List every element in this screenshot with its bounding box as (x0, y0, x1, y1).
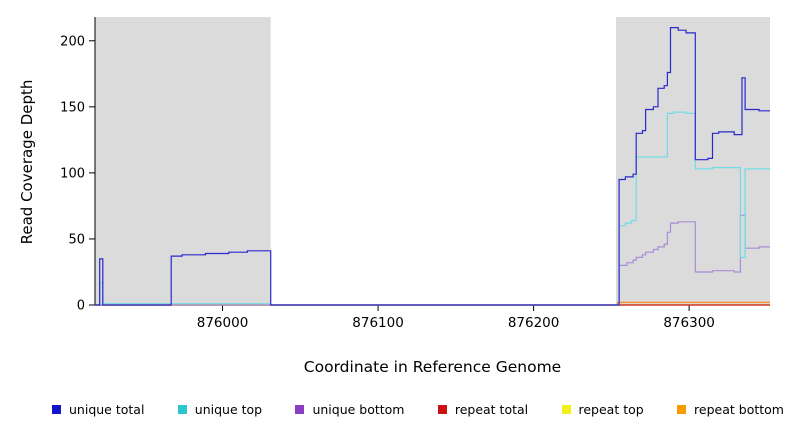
legend-item-unique-total: unique total (52, 402, 144, 417)
legend-item-unique-bottom: unique bottom (295, 401, 405, 417)
y-axis-label: Read Coverage Depth (18, 79, 36, 245)
legend-label-unique-total: unique total (69, 401, 145, 417)
series-line-unique-bottom (95, 214, 770, 306)
legend-label-repeat-top: repeat top (578, 401, 644, 417)
y-tick-label: 150 (60, 100, 85, 115)
x-tick-label: 876200 (508, 315, 560, 331)
series-line-unique-top (95, 111, 770, 306)
legend-swatch-repeat-top (561, 404, 571, 414)
legend-swatch-unique-bottom (295, 404, 305, 414)
series-line-unique-total (95, 27, 770, 306)
shaded-region (95, 17, 271, 305)
legend-label-repeat-total: repeat total (454, 401, 529, 417)
legend: unique total unique top unique bottom repea… (52, 398, 784, 420)
y-tick-label: 0 (77, 299, 85, 314)
x-axis-label: Coordinate in Reference Genome (303, 358, 562, 376)
y-tick-label: 200 (60, 34, 85, 49)
plot-svg: 0 50 100 150 200 876000 876100 876200 876300 (60, 17, 770, 331)
y-tick-label: 50 (68, 232, 85, 247)
x-tick-label: 876000 (197, 315, 249, 331)
legend-swatch-repeat-bottom (677, 404, 687, 414)
legend-swatch-unique-total (52, 404, 61, 414)
shaded-region (616, 17, 770, 305)
legend-item-repeat-bottom: repeat bottom (677, 402, 784, 417)
legend-swatch-repeat-total (437, 404, 447, 414)
legend-item-unique-top: unique top (177, 401, 263, 417)
y-tick-label: 100 (60, 166, 85, 181)
x-tick-label: 876100 (352, 315, 404, 331)
legend-item-repeat-total: repeat total (437, 401, 529, 417)
x-tick-label: 876300 (663, 315, 715, 331)
legend-item-repeat-top: repeat top (561, 401, 644, 417)
legend-label-unique-top: unique top (194, 401, 263, 417)
legend-label-repeat-bottom: repeat bottom (694, 401, 784, 417)
legend-label-unique-bottom: unique bottom (312, 401, 405, 417)
legend-swatch-unique-top (177, 404, 187, 414)
